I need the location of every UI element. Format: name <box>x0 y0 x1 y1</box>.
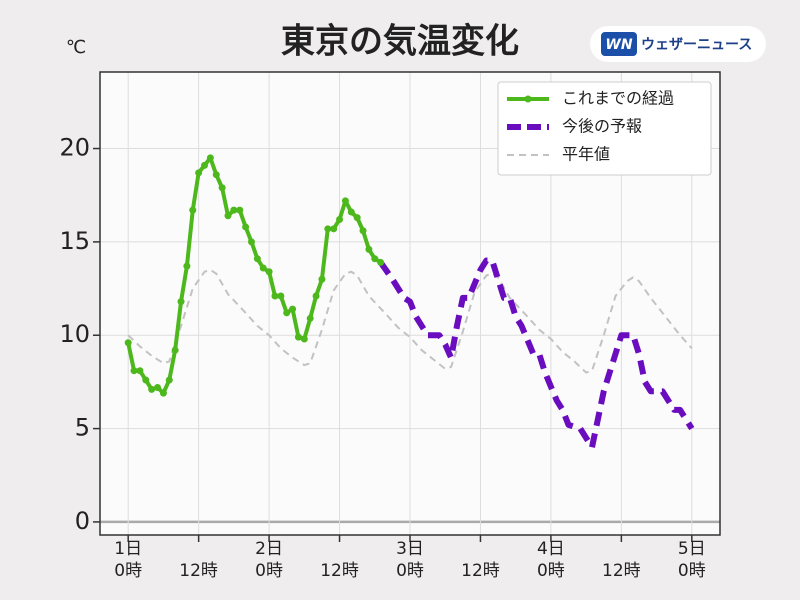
point <box>189 206 197 214</box>
legend-swatch-marker <box>524 95 532 103</box>
point <box>277 292 285 300</box>
legend-label: これまでの経過 <box>562 89 674 108</box>
logo: WN ウェザーニュース <box>590 26 766 62</box>
point <box>165 376 173 384</box>
point <box>201 161 209 169</box>
point <box>195 169 203 177</box>
x-tick-label: 5日 0時 <box>677 539 706 581</box>
point <box>324 225 332 233</box>
point <box>271 292 279 300</box>
point <box>236 206 244 214</box>
x-tick-label: 3日 0時 <box>396 539 424 581</box>
point <box>347 208 355 216</box>
x-tick-label: 12時 <box>602 561 641 581</box>
legend-box <box>497 81 712 176</box>
point <box>336 215 344 223</box>
point <box>353 214 361 222</box>
x-tick-label: 12時 <box>179 561 218 581</box>
point <box>312 292 320 300</box>
legend-label: 平年値 <box>562 145 610 164</box>
point <box>359 227 367 235</box>
chart-title: 東京の気温変化 <box>281 22 519 62</box>
point <box>283 309 291 317</box>
point <box>365 245 373 253</box>
point <box>289 305 297 313</box>
point <box>142 376 150 384</box>
point <box>294 333 302 341</box>
logo-badge: WN <box>605 37 632 53</box>
point <box>130 367 138 375</box>
point <box>224 212 232 220</box>
point <box>247 238 255 246</box>
x-tick-label: 4日 0時 <box>536 539 565 581</box>
point <box>218 184 226 192</box>
point <box>124 339 132 347</box>
point <box>154 384 162 392</box>
point <box>306 314 314 322</box>
x-tick-label: 2日 0時 <box>255 539 283 581</box>
y-tick-label: 0 <box>75 507 90 535</box>
y-tick-label: 15 <box>59 227 90 255</box>
point <box>341 197 349 205</box>
point <box>330 225 338 233</box>
x-tick-label: 1日 0時 <box>114 539 143 581</box>
legend: これまでの経過 今後の予報 平年値 <box>497 81 712 176</box>
point <box>136 367 144 375</box>
point <box>177 298 185 306</box>
point <box>183 262 191 270</box>
series-line <box>127 268 693 374</box>
x-tick-label: 12時 <box>461 561 500 581</box>
logo-text: ウェザーニュース <box>641 37 752 53</box>
y-tick-label: 10 <box>59 320 90 348</box>
point <box>159 389 167 397</box>
point <box>318 275 326 283</box>
point <box>242 223 250 231</box>
logo-badge-bg <box>601 32 637 56</box>
point <box>253 255 261 263</box>
point <box>212 171 220 179</box>
point <box>300 335 308 343</box>
x-tick-label: 12時 <box>320 561 359 581</box>
y-tick-label: 20 <box>59 134 90 162</box>
point <box>230 206 238 214</box>
point <box>377 258 385 266</box>
y-unit: ℃ <box>66 37 86 58</box>
point <box>206 154 214 162</box>
point <box>148 385 156 393</box>
point <box>371 255 379 263</box>
point <box>265 268 273 276</box>
point <box>259 264 267 272</box>
point <box>171 346 179 354</box>
y-tick-label: 5 <box>75 414 90 442</box>
legend-label: 今後の予報 <box>562 117 642 136</box>
